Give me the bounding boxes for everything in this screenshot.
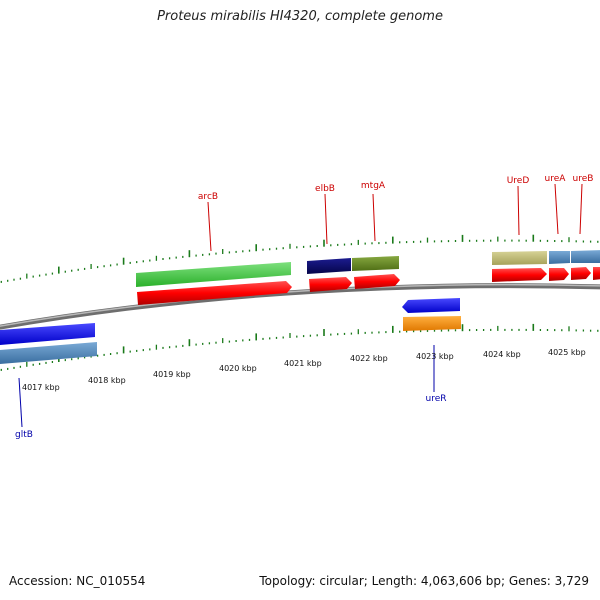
ruler-label: 4021 kbp bbox=[284, 359, 322, 368]
gene-label-arcB[interactable]: arcB bbox=[198, 192, 218, 202]
gene-label-gltB[interactable]: gltB bbox=[15, 430, 33, 440]
gene-bar-ureA[interactable] bbox=[549, 251, 570, 264]
ruler-label: 4020 kbp bbox=[219, 364, 257, 373]
cds-arrow-ureA[interactable] bbox=[549, 268, 569, 281]
genome-backbone-highlight bbox=[0, 283, 600, 327]
cds-arrow-mtgA[interactable] bbox=[354, 274, 400, 289]
reverse-features bbox=[0, 298, 461, 364]
gene-bar-UreD[interactable] bbox=[492, 251, 547, 265]
cds-arrow-ureR[interactable] bbox=[402, 298, 460, 313]
gene-label-elbB[interactable]: elbB bbox=[315, 184, 335, 194]
gene-label-mtgA[interactable]: mtgA bbox=[361, 181, 386, 191]
cds-arrow-ureC[interactable] bbox=[593, 267, 600, 280]
ruler-label: 4019 kbp bbox=[153, 370, 191, 379]
ruler-label: 4023 kbp bbox=[416, 352, 454, 361]
label-leaders bbox=[18, 183, 583, 428]
ruler-label: 4017 kbp bbox=[22, 383, 60, 392]
genome-summary-text: Topology: circular; Length: 4,063,606 bp… bbox=[259, 574, 589, 588]
gene-bar-elbB[interactable] bbox=[307, 258, 351, 274]
reverse-tick-row bbox=[0, 323, 599, 371]
gene-labels: arcB elbB mtgA UreD ureA ureB ureR gltB bbox=[15, 174, 593, 440]
gene-label-ureR[interactable]: ureR bbox=[426, 394, 447, 404]
gene-bar-mtgA[interactable] bbox=[352, 256, 399, 271]
gene-label-ureB[interactable]: ureB bbox=[573, 174, 594, 184]
forward-tick-row bbox=[0, 234, 599, 283]
map-title: Proteus mirabilis HI4320, complete genom… bbox=[157, 9, 443, 24]
gene-bar-gltB[interactable] bbox=[0, 342, 97, 364]
gene-bar-ureR[interactable] bbox=[403, 316, 461, 331]
gene-label-UreD[interactable]: UreD bbox=[507, 176, 530, 186]
genome-backbone bbox=[0, 283, 600, 330]
ruler-label: 4018 kbp bbox=[88, 376, 126, 385]
ruler-label: 4025 kbp bbox=[548, 348, 586, 357]
cds-arrow-elbB[interactable] bbox=[309, 277, 352, 292]
ruler-label: 4024 kbp bbox=[483, 350, 521, 359]
ruler-labels: 4017 kbp 4018 kbp 4019 kbp 4020 kbp 4021… bbox=[22, 348, 586, 392]
gene-bar-ureB[interactable] bbox=[571, 250, 600, 263]
cds-arrow-arcB[interactable] bbox=[137, 281, 292, 305]
accession-text: Accession: NC_010554 bbox=[9, 574, 146, 588]
cds-arrow-gltB[interactable] bbox=[0, 323, 95, 345]
cds-arrow-UreD[interactable] bbox=[492, 268, 547, 282]
gene-bar-arcB[interactable] bbox=[136, 262, 291, 287]
ruler-label: 4022 kbp bbox=[350, 354, 388, 363]
gene-label-ureA[interactable]: ureA bbox=[545, 174, 567, 184]
forward-features bbox=[136, 250, 600, 305]
cds-arrow-ureB[interactable] bbox=[571, 267, 591, 280]
